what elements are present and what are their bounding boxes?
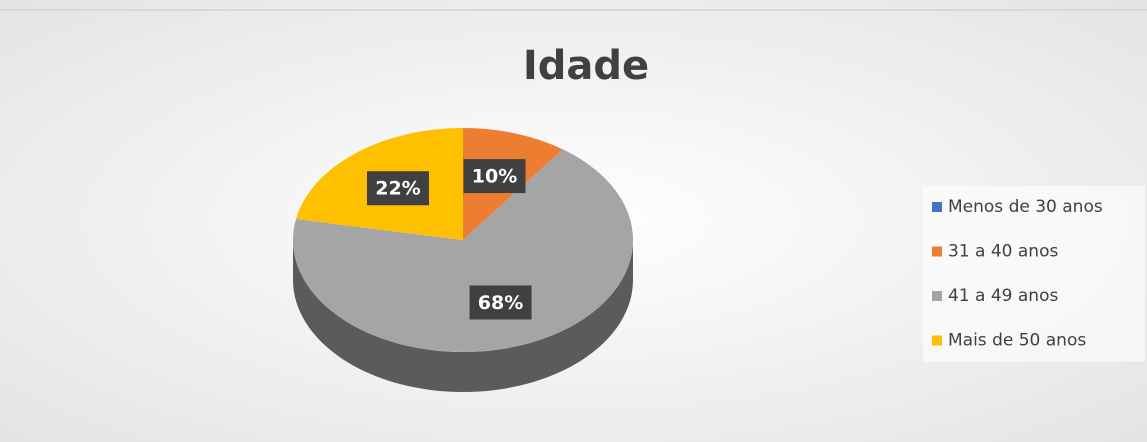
legend-marker (932, 202, 942, 212)
chart-title: Idade (523, 43, 649, 89)
legend-label: Menos de 30 anos (948, 197, 1103, 217)
legend-label: 41 a 49 anos (948, 286, 1058, 306)
legend-marker (932, 335, 942, 346)
legend-label: Mais de 50 anos (948, 331, 1086, 351)
data-label-box (469, 285, 532, 320)
data-label: 68% (478, 292, 523, 314)
data-label-box (366, 171, 429, 206)
legend-box (923, 186, 1145, 362)
data-label: 22% (375, 178, 420, 200)
data-label: 10% (472, 166, 517, 188)
data-label-box (463, 159, 526, 194)
pie-slice (293, 149, 633, 353)
legend-label: 31 a 40 anos (948, 242, 1058, 262)
pie-side (293, 240, 633, 392)
legend-marker (932, 246, 942, 257)
legend-marker (932, 291, 942, 301)
